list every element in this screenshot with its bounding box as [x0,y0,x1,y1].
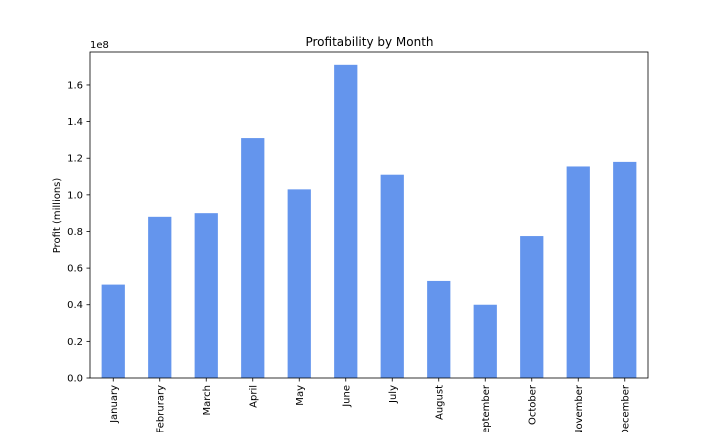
y-tick-label: 0.2 [67,337,83,348]
bar-march [194,213,218,378]
y-tick-label: 0.8 [67,227,83,238]
bar-februrary [148,216,172,378]
bar-december [613,161,637,378]
plot-frame [89,51,649,379]
bar-january [101,284,125,378]
chart-title: Profitability by Month [305,35,433,49]
x-tick-label-march: March [202,385,213,415]
x-tick-label-april: April [248,385,259,408]
x-tick-label-februrary: Februrary [155,385,166,432]
y-tick-label: 1.0 [67,190,83,201]
bar-may [287,189,311,378]
bar-november [566,166,590,378]
x-tick-label-january: January [109,385,120,424]
y-tick-label: 1.4 [67,117,83,128]
x-tick-label-november: November [574,384,585,432]
x-tick-label-june: June [341,385,352,408]
bars-group [101,64,637,378]
y-tick-label: 0.6 [67,264,83,275]
bar-july [380,174,404,378]
x-tick-label-september: September [481,384,492,432]
y-tick-label: 1.2 [67,154,83,165]
bar-september [473,304,497,378]
y-axis-label: Profit (millions) [52,178,63,254]
bar-october [520,236,544,378]
y-axis-offset-label: 1e8 [90,40,109,51]
x-axis: January Februrary March April May June July Aug… [109,378,631,432]
y-tick-label: 1.6 [67,80,83,91]
bar-august [427,280,451,378]
x-tick-label-october: October [527,384,538,425]
x-tick-label-july: July [388,385,399,404]
y-tick-label: 0.0 [67,374,83,385]
x-tick-label-may: May [295,385,306,406]
x-tick-label-december: December [620,384,631,432]
y-tick-label: 0.4 [67,300,83,311]
bar-june [334,64,358,378]
bar-april [241,138,265,378]
y-axis: 0.0 0.2 0.4 0.6 0.8 1.0 1.2 1.4 1.6 [67,80,90,385]
x-tick-label-august: August [434,385,445,420]
